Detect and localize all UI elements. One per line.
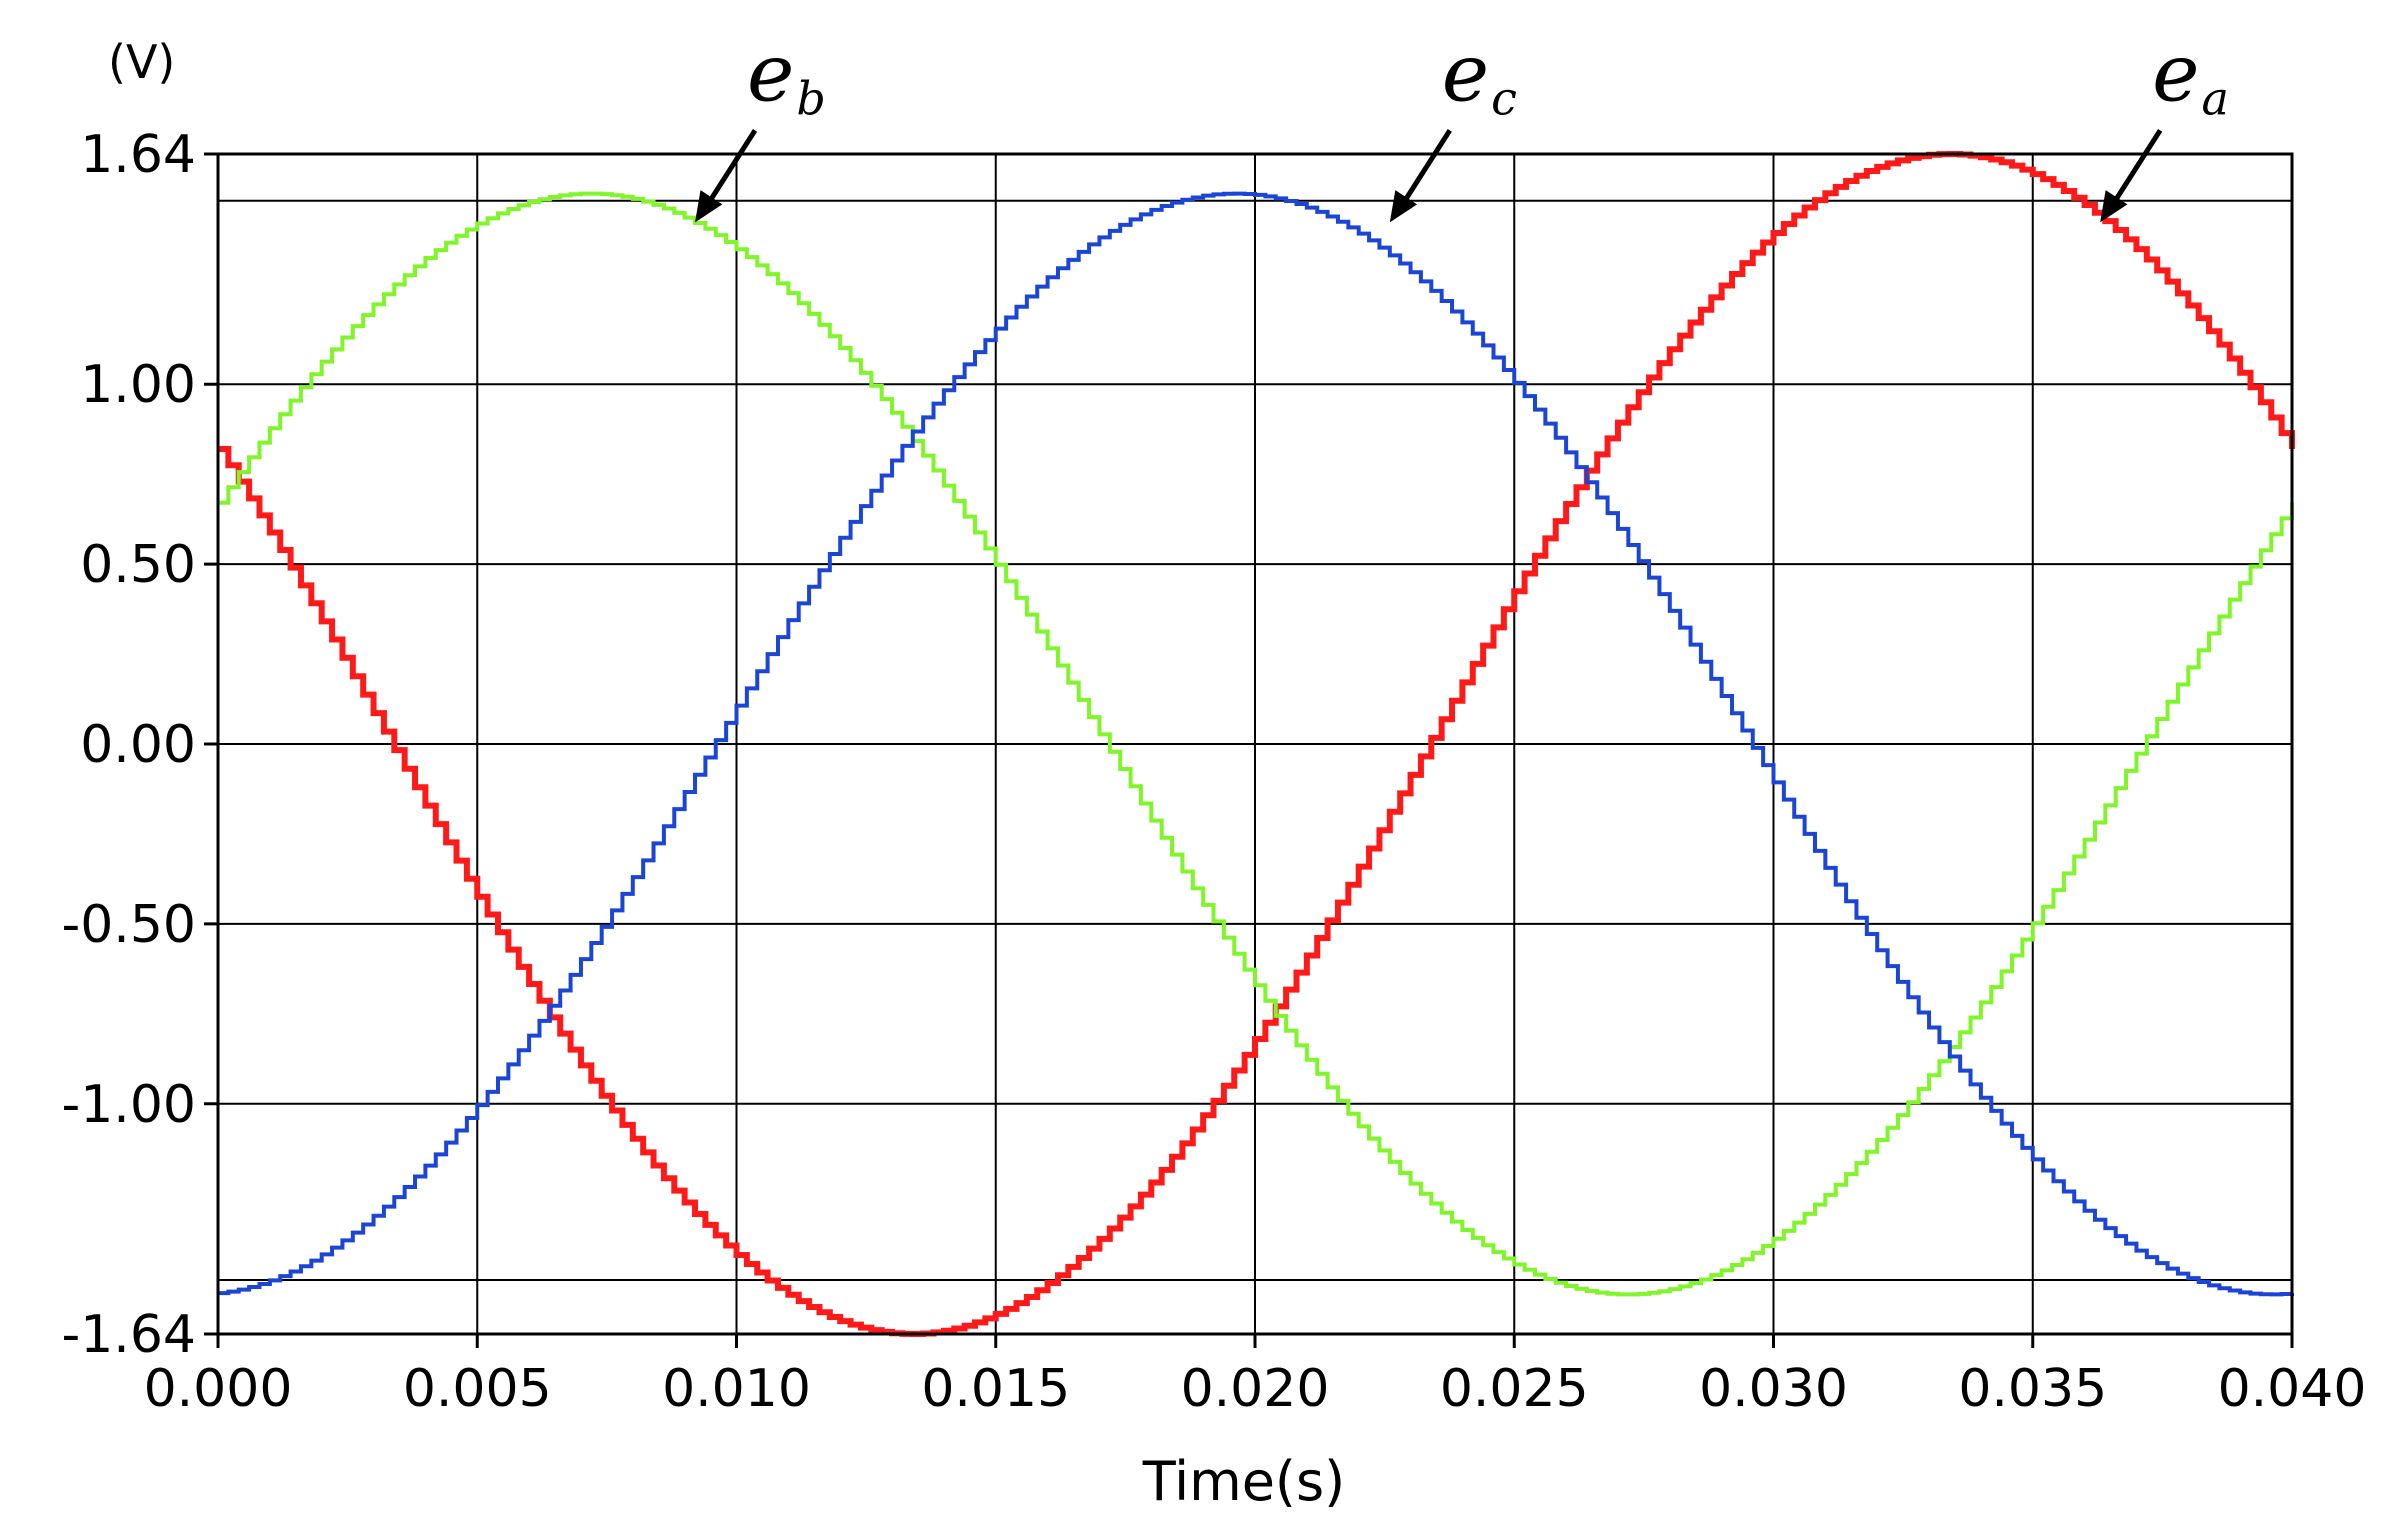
annotation-arrow-head-e-a [2100,190,2128,223]
x-axis-title: Time(s) [1142,1450,1345,1513]
series-label-e-b: eb [747,26,826,125]
annotation-arrow-head-e-c [1389,190,1418,223]
y-tick-label-4: -0.50 [61,895,196,955]
grid [217,153,2293,1335]
x-tick-label-2: 0.010 [662,1359,811,1419]
annotation-arrow-shaft-e-c [1401,129,1452,204]
series-label-e-a: ea [2152,26,2229,125]
x-tick-label-3: 0.015 [921,1359,1070,1419]
x-tick-label-4: 0.020 [1181,1359,1330,1419]
x-tick-label-7: 0.035 [1958,1359,2107,1419]
x-axis-ticks: 0.000 0.005 0.010 0.015 0.020 0.025 0.030 0.035… [144,1334,2367,1419]
y-tick-label-3: 0.00 [80,715,196,775]
x-tick-label-5: 0.025 [1440,1359,1589,1419]
series-line-e-c [218,191,2294,1297]
y-tick-label-0: 1.64 [80,125,196,185]
annotation-arrow-shaft-e-b [706,129,758,204]
series-annotations: eb ec ea [695,26,2229,223]
annotation-arrow-head-e-b [695,190,723,223]
x-tick-label-0: 0.000 [144,1359,293,1419]
y-tick-label-5: -1.00 [61,1075,196,1135]
y-tick-label-6: -1.64 [61,1305,196,1365]
x-tick-label-6: 0.030 [1699,1359,1848,1419]
annotation-arrow-shaft-e-a [2112,129,2163,204]
y-tick-label-1: 1.00 [80,355,196,415]
y-axis-unit: (V) [108,35,175,89]
y-tick-label-2: 0.50 [80,535,196,595]
y-axis-ticks: 1.64 1.00 0.50 0.00 -0.50 -1.00 -1.64 [61,125,218,1365]
series-label-e-c: ec [1442,26,1517,125]
x-tick-label-1: 0.005 [403,1359,552,1419]
x-tick-label-8: 0.040 [2218,1359,2367,1419]
